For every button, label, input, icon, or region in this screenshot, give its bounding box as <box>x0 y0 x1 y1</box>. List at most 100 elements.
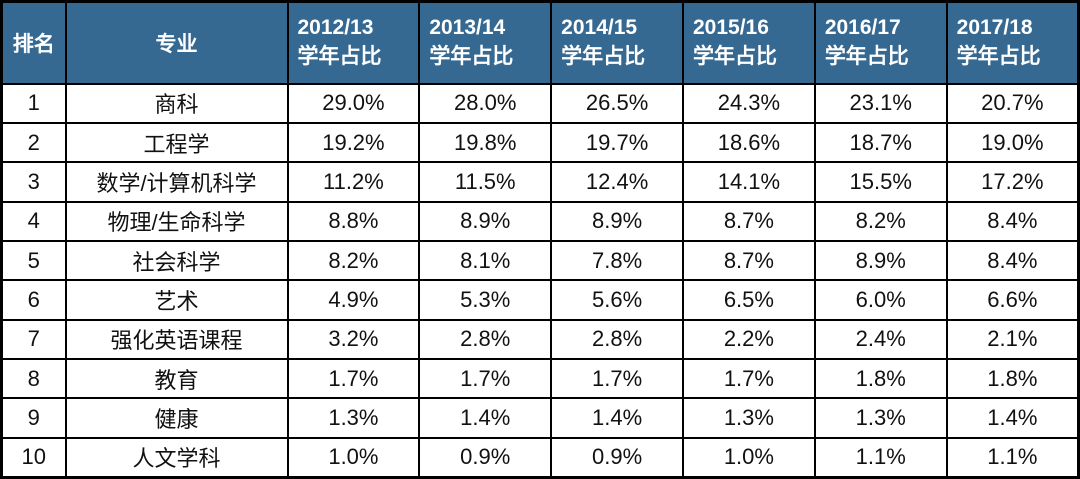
value-cell: 1.0% <box>681 436 816 479</box>
major-cell: 商科 <box>64 82 289 124</box>
value-cell: 1.4% <box>418 397 553 439</box>
header-cell-year-2013-14: 2013/14 学年占比 <box>418 0 553 85</box>
value-cell: 8.9% <box>418 200 553 242</box>
value-cell: 5.3% <box>418 279 553 321</box>
table-row: 6 艺术 4.9% 5.3% 5.6% 6.5% 6.0% 6.6% <box>0 279 1080 321</box>
value-cell: 11.2% <box>286 161 421 203</box>
table-row: 5 社会科学 8.2% 8.1% 7.8% 8.7% 8.9% 8.4% <box>0 239 1080 282</box>
value-cell: 19.0% <box>945 121 1080 164</box>
value-cell: 12.4% <box>550 161 684 203</box>
value-cell: 1.1% <box>813 436 948 479</box>
year-label: 2017/18 <box>956 16 1033 40</box>
year-label: 2016/17 <box>824 16 901 40</box>
major-cell: 教育 <box>64 357 289 400</box>
header-cell-year-2014-15: 2014/15 学年占比 <box>550 0 684 85</box>
table-row: 8 教育 1.7% 1.7% 1.7% 1.7% 1.8% 1.8% <box>0 357 1080 400</box>
table-row: 2 工程学 19.2% 19.8% 19.7% 18.6% 18.7% 19.0… <box>0 121 1080 164</box>
rank-cell: 3 <box>0 161 67 203</box>
value-cell: 2.8% <box>550 318 684 360</box>
table-header: 排名 专业 2012/13 学年占比 2013/14 学年占比 2014/15 … <box>0 0 1080 85</box>
year-label: 2014/15 <box>561 16 638 40</box>
value-cell: 1.1% <box>945 436 1080 479</box>
value-cell: 1.3% <box>286 397 421 439</box>
value-cell: 8.2% <box>286 239 421 282</box>
value-cell: 1.7% <box>681 357 816 400</box>
major-cell: 工程学 <box>64 121 289 164</box>
share-label: 学年占比 <box>297 44 382 68</box>
header-cell-year-2016-17: 2016/17 学年占比 <box>813 0 948 85</box>
share-label: 学年占比 <box>692 44 777 68</box>
value-cell: 6.6% <box>945 279 1080 321</box>
major-cell: 人文学科 <box>64 436 289 479</box>
value-cell: 1.7% <box>286 357 421 400</box>
major-cell: 健康 <box>64 397 289 439</box>
value-cell: 8.2% <box>813 200 948 242</box>
value-cell: 15.5% <box>813 161 948 203</box>
value-cell: 6.0% <box>813 279 948 321</box>
major-cell: 强化英语课程 <box>64 318 289 360</box>
header-cell-year-2017-18: 2017/18 学年占比 <box>945 0 1080 85</box>
value-cell: 1.4% <box>550 397 684 439</box>
rank-cell: 10 <box>0 436 67 479</box>
table-row: 1 商科 29.0% 28.0% 26.5% 24.3% 23.1% 20.7% <box>0 82 1080 124</box>
value-cell: 18.6% <box>681 121 816 164</box>
header-cell-year-2012-13: 2012/13 学年占比 <box>286 0 421 85</box>
share-label: 学年占比 <box>956 44 1041 68</box>
value-cell: 8.9% <box>813 239 948 282</box>
header-cell-major: 专业 <box>64 0 289 85</box>
value-cell: 1.0% <box>286 436 421 479</box>
table-row: 4 物理/生命科学 8.8% 8.9% 8.9% 8.7% 8.2% 8.4% <box>0 200 1080 242</box>
value-cell: 20.7% <box>945 82 1080 124</box>
major-cell: 社会科学 <box>64 239 289 282</box>
major-cell: 艺术 <box>64 279 289 321</box>
header-cell-rank: 排名 <box>0 0 67 85</box>
rank-cell: 1 <box>0 82 67 124</box>
value-cell: 1.7% <box>550 357 684 400</box>
table-row: 7 强化英语课程 3.2% 2.8% 2.8% 2.2% 2.4% 2.1% <box>0 318 1080 360</box>
value-cell: 26.5% <box>550 82 684 124</box>
value-cell: 4.9% <box>286 279 421 321</box>
value-cell: 19.2% <box>286 121 421 164</box>
value-cell: 8.7% <box>681 239 816 282</box>
value-cell: 1.3% <box>813 397 948 439</box>
value-cell: 11.5% <box>418 161 553 203</box>
value-cell: 1.4% <box>945 397 1080 439</box>
value-cell: 6.5% <box>681 279 816 321</box>
value-cell: 7.8% <box>550 239 684 282</box>
value-cell: 2.1% <box>945 318 1080 360</box>
value-cell: 18.7% <box>813 121 948 164</box>
rank-cell: 6 <box>0 279 67 321</box>
value-cell: 14.1% <box>681 161 816 203</box>
rank-cell: 9 <box>0 397 67 439</box>
value-cell: 24.3% <box>681 82 816 124</box>
value-cell: 2.8% <box>418 318 553 360</box>
value-cell: 23.1% <box>813 82 948 124</box>
rank-cell: 2 <box>0 121 67 164</box>
year-label: 2013/14 <box>429 16 506 40</box>
header-cell-year-2015-16: 2015/16 学年占比 <box>681 0 816 85</box>
share-label: 学年占比 <box>429 44 514 68</box>
rank-cell: 4 <box>0 200 67 242</box>
major-cell: 物理/生命科学 <box>64 200 289 242</box>
year-label: 2012/13 <box>297 16 374 40</box>
value-cell: 19.7% <box>550 121 684 164</box>
value-cell: 1.8% <box>945 357 1080 400</box>
value-cell: 2.2% <box>681 318 816 360</box>
value-cell: 3.2% <box>286 318 421 360</box>
year-label: 2015/16 <box>692 16 769 40</box>
value-cell: 0.9% <box>550 436 684 479</box>
value-cell: 1.7% <box>418 357 553 400</box>
table-row: 10 人文学科 1.0% 0.9% 0.9% 1.0% 1.1% 1.1% <box>0 436 1080 479</box>
value-cell: 1.3% <box>681 397 816 439</box>
value-cell: 2.4% <box>813 318 948 360</box>
value-cell: 19.8% <box>418 121 553 164</box>
share-label: 学年占比 <box>561 44 646 68</box>
header-row: 排名 专业 2012/13 学年占比 2013/14 学年占比 2014/15 … <box>0 0 1080 85</box>
table-row: 9 健康 1.3% 1.4% 1.4% 1.3% 1.3% 1.4% <box>0 397 1080 439</box>
rank-cell: 5 <box>0 239 67 282</box>
major-cell: 数学/计算机科学 <box>64 161 289 203</box>
value-cell: 8.1% <box>418 239 553 282</box>
value-cell: 8.4% <box>945 239 1080 282</box>
